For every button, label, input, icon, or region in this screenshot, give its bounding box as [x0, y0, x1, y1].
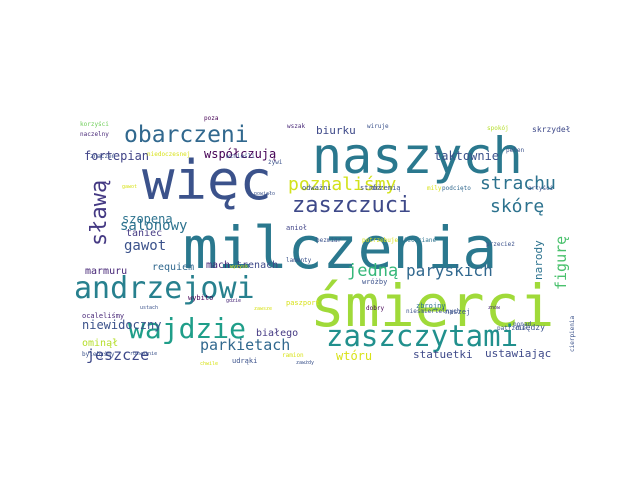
- cloud-word: naszych: [312, 127, 523, 185]
- cloud-word: salonowy: [120, 218, 187, 234]
- cloud-word: chwile: [200, 361, 218, 367]
- cloud-word: drzemią: [371, 184, 401, 192]
- cloud-word: lamenty: [286, 257, 312, 264]
- cloud-word: figurę: [552, 236, 570, 290]
- cloud-word: andrzejowi: [74, 271, 255, 306]
- cloud-word: skórę: [490, 196, 544, 217]
- cloud-word: anioł: [286, 224, 307, 232]
- cloud-word: wznieśli: [226, 153, 255, 160]
- cloud-word: fortepian: [84, 149, 149, 163]
- cloud-word: paryskich: [406, 261, 493, 280]
- cloud-word: znów: [488, 304, 501, 311]
- cloud-word: dobry: [366, 305, 384, 312]
- cloud-word: requiem: [152, 262, 194, 273]
- cloud-word: więc: [142, 149, 272, 212]
- cloud-word: wszak: [287, 123, 305, 130]
- cloud-word: biurku: [316, 124, 356, 137]
- cloud-word: sławą: [87, 180, 112, 246]
- cloud-word: nieśmiertelnych: [406, 308, 461, 315]
- cloud-word: korzyści: [80, 121, 109, 128]
- cloud-word: milczenia: [183, 214, 497, 282]
- cloud-word: bylebyśmy: [82, 351, 115, 358]
- cloud-word: artyści: [528, 185, 554, 192]
- cloud-word: powiało: [254, 191, 275, 197]
- cloud-word: gawot: [122, 184, 137, 190]
- cloud-word: wyzysk: [230, 264, 248, 270]
- cloud-word: patrzcie: [497, 325, 526, 332]
- cloud-word: pełen: [506, 147, 524, 154]
- cloud-word: odważni: [302, 184, 332, 192]
- cloud-word: wiruje: [367, 123, 389, 130]
- cloud-word: szopena: [122, 212, 173, 226]
- cloud-word: przecież: [486, 241, 515, 248]
- cloud-word: udrąki: [232, 357, 257, 365]
- cloud-word: niewidoczny: [82, 318, 161, 332]
- cloud-word: ustach: [140, 305, 158, 311]
- cloud-word: naczelny: [80, 131, 109, 138]
- cloud-word: taktownie: [434, 149, 499, 163]
- cloud-word: zbrojny: [416, 302, 446, 310]
- cloud-word: zaszczytami: [326, 319, 518, 353]
- cloud-word: zawsze: [254, 306, 272, 312]
- cloud-word: mily: [427, 185, 442, 192]
- cloud-word: podcięto: [442, 185, 471, 192]
- cloud-word: statuetki: [413, 348, 473, 361]
- cloud-word: cierpienia: [569, 315, 576, 352]
- cloud-word: rozważnie: [130, 351, 157, 357]
- cloud-word: ocaleliśmy: [82, 312, 124, 320]
- cloud-word: niedoczesnej: [147, 151, 190, 158]
- cloud-word: jedną: [347, 261, 398, 281]
- cloud-word: obarczeni: [124, 122, 249, 148]
- cloud-word: wybito: [188, 294, 213, 302]
- cloud-word: ramion: [282, 352, 304, 359]
- cloud-word: spokój: [487, 125, 509, 132]
- cloud-word: ominął: [82, 338, 118, 349]
- cloud-word: wajdzie: [128, 312, 246, 345]
- cloud-word: strachu: [480, 173, 556, 194]
- cloud-word: śmierci: [310, 272, 554, 340]
- cloud-word: gawot: [124, 238, 166, 254]
- cloud-word: znaczeń: [90, 153, 116, 160]
- cloud-word: wtóru: [336, 349, 372, 363]
- cloud-word: poza: [204, 115, 219, 122]
- cloud-word: paszport: [286, 299, 320, 307]
- cloud-word: jeszcze: [86, 346, 149, 364]
- cloud-word: ponad: [513, 321, 531, 328]
- cloud-word: zaszczuci: [292, 193, 411, 218]
- cloud-word: naszej: [445, 308, 470, 316]
- cloud-word: stróż: [360, 184, 381, 192]
- cloud-word: marmuru: [85, 266, 127, 277]
- cloud-word: skrzydeł: [532, 125, 571, 134]
- cloud-word: potrzebuje: [362, 237, 399, 244]
- cloud-word: wróżby: [362, 278, 387, 286]
- cloud-word: poznaliśmy: [288, 174, 397, 195]
- cloud-word: ustawiając: [485, 347, 551, 360]
- cloud-word: gdzie: [226, 298, 241, 304]
- cloud-word: żywi: [268, 159, 283, 166]
- cloud-word: taniec: [126, 228, 162, 239]
- cloud-word: trenach: [236, 260, 278, 271]
- cloud-word: białego: [256, 328, 298, 339]
- cloud-word: parkietach: [200, 336, 290, 354]
- cloud-word: niechciane: [400, 237, 437, 244]
- cloud-word: bezmiar: [316, 237, 342, 244]
- cloud-word: mach: [206, 260, 230, 271]
- cloud-word: narody: [532, 240, 545, 280]
- cloud-word: współczują: [204, 147, 276, 161]
- cloud-word: zawżdy: [296, 360, 314, 366]
- cloud-word: między: [516, 323, 545, 332]
